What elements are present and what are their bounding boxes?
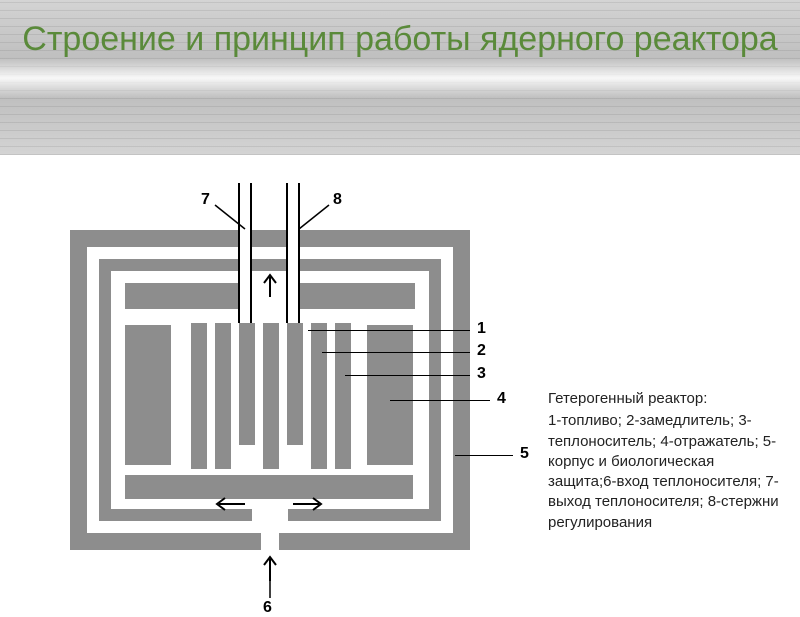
- reflector-top-right: [293, 283, 415, 309]
- callout-number: 3: [477, 365, 486, 383]
- callout-number: 5: [520, 445, 529, 463]
- reactor-diagram: 1 2 3 4 5 6 7 8: [15, 165, 525, 585]
- fuel-rod: [335, 323, 351, 469]
- callout-number: 7: [201, 191, 210, 209]
- page-title: Строение и принцип работы ядерного реакт…: [0, 18, 800, 61]
- fuel-rod-short: [239, 323, 255, 445]
- diagram-stage: 1 2 3 4 5 6 7 8 Гетерогенный реактор: 1-…: [0, 155, 800, 600]
- fuel-rod: [263, 323, 279, 469]
- reflector-top-left: [125, 283, 247, 309]
- leader-line: [297, 203, 331, 231]
- callout-number: 8: [333, 191, 342, 209]
- leader-line: [268, 570, 272, 598]
- leader-line: [308, 330, 470, 331]
- callout-number: 2: [477, 342, 486, 360]
- callout-number: 1: [477, 320, 486, 338]
- outer-shield-bottom-slot: [261, 530, 279, 550]
- leader-line: [345, 375, 470, 376]
- vessel-bottom-slot: [252, 509, 288, 521]
- fuel-rod-short: [287, 323, 303, 445]
- fuel-rod: [191, 323, 207, 469]
- arrow-right-icon: [293, 497, 327, 511]
- reflector-bottom: [125, 475, 413, 499]
- caption-heading: Гетерогенный реактор:: [548, 389, 784, 409]
- arrow-left-icon: [211, 497, 245, 511]
- callout-number: 6: [263, 599, 272, 617]
- reflector-left: [125, 325, 171, 465]
- arrow-up-icon: [262, 271, 278, 297]
- leader-line: [390, 400, 490, 401]
- callout-number: 4: [497, 390, 506, 408]
- leader-line: [455, 455, 513, 456]
- fuel-rod: [215, 323, 231, 469]
- leader-line: [322, 352, 470, 353]
- leader-line: [213, 203, 247, 231]
- reflector-right: [367, 325, 413, 465]
- fuel-rod: [311, 323, 327, 469]
- diagram-caption: Гетерогенный реактор: 1-топливо; 2-замед…: [548, 389, 784, 533]
- caption-body: 1-топливо; 2-замедлитель; 3-теплоносител…: [548, 411, 784, 533]
